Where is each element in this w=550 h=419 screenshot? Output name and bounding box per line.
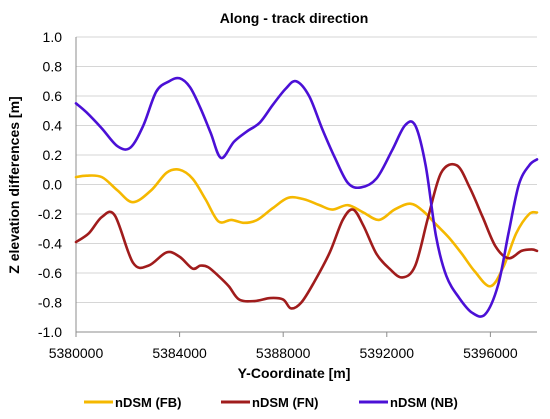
y-tick-label: 0.8 — [43, 59, 63, 75]
x-axis-title: Y-Coordinate [m] — [238, 365, 351, 381]
legend-label-nb: nDSM (NB) — [390, 395, 458, 410]
x-tick-label: 5392000 — [360, 345, 415, 361]
x-tick-label: 5396000 — [463, 345, 518, 361]
legend: nDSM (FB) nDSM (FN) nDSM (NB) — [84, 395, 458, 410]
y-tick-label: -0.4 — [38, 236, 62, 252]
y-axis-title: Z elevation differences [m] — [6, 96, 22, 273]
grid-lines — [76, 36, 537, 333]
y-tick-label: 0.4 — [43, 118, 63, 134]
axes — [75, 37, 537, 333]
x-tick-label: 5380000 — [49, 345, 104, 361]
y-tick-label: -1.0 — [38, 324, 62, 340]
series-line-fn — [74, 162, 539, 310]
legend-label-fb: nDSM (FB) — [115, 395, 181, 410]
series-lines — [74, 76, 539, 318]
y-tick-label: 0.6 — [43, 88, 63, 104]
y-tick-label: -0.6 — [38, 265, 62, 281]
legend-label-fn: nDSM (FN) — [252, 395, 318, 410]
series-line-nb — [74, 76, 539, 318]
y-tick-label: 0.2 — [43, 147, 63, 163]
x-tick-label: 5384000 — [152, 345, 207, 361]
chart-title: Along - track direction — [220, 10, 369, 26]
y-tick-label: 1.0 — [43, 29, 63, 45]
y-tick-label: 0.0 — [43, 177, 63, 193]
series-line-fb — [74, 168, 539, 288]
x-axis-ticks: 5380000 5384000 5388000 5392000 5396000 — [49, 332, 518, 361]
x-tick-label: 5388000 — [256, 345, 311, 361]
y-tick-label: -0.8 — [38, 295, 62, 311]
y-axis-ticks: -1.0 -0.8 -0.6 -0.4 -0.2 0.0 0.2 0.4 0.6 0.8 1.0 — [38, 29, 62, 340]
y-tick-label: -0.2 — [38, 206, 62, 222]
